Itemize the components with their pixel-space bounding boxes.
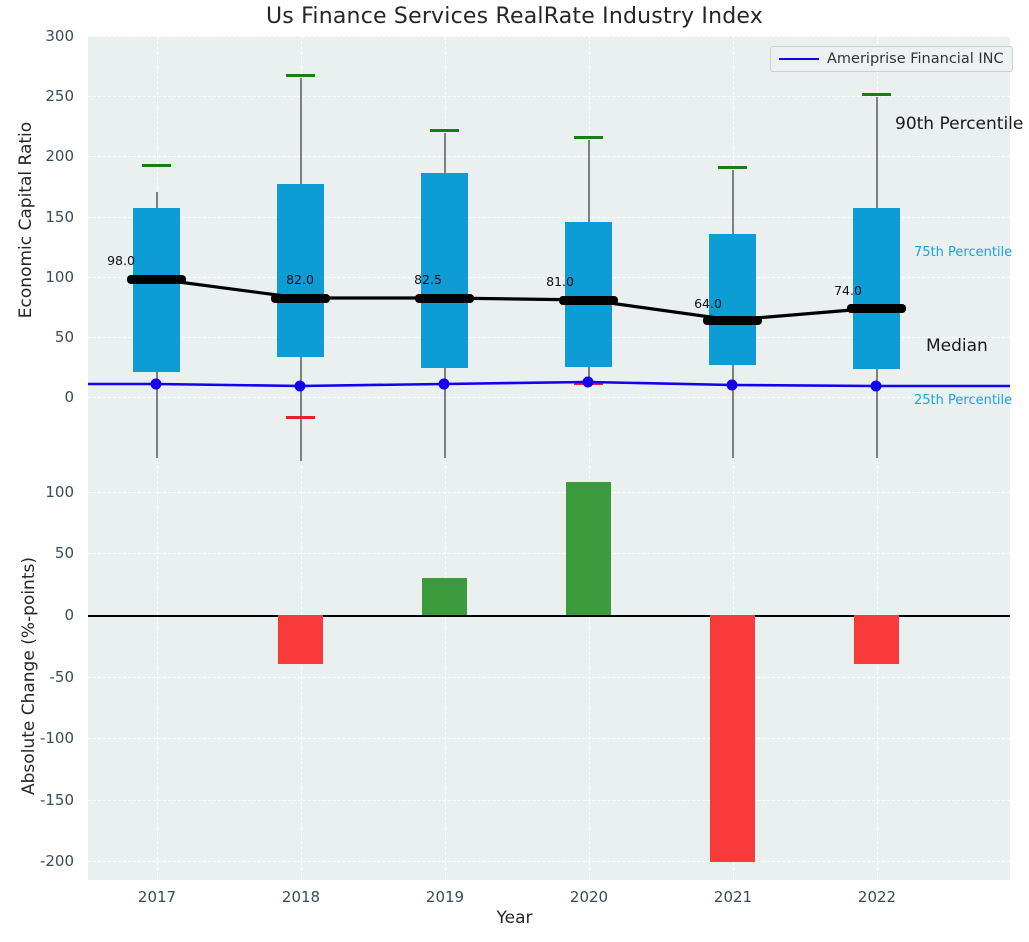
annotation-90th-percentile: 90th Percentile bbox=[895, 114, 1024, 134]
legend-line-swatch bbox=[779, 58, 819, 60]
median-label-2018: 82.0 bbox=[286, 272, 314, 287]
bar-2018 bbox=[278, 615, 323, 665]
xtick-2017: 2017 bbox=[137, 888, 177, 906]
gridline-150 bbox=[88, 216, 1010, 218]
p90-cap-2022 bbox=[862, 93, 891, 96]
y-axis-label-bottom: Absolute Change (%-points) bbox=[19, 557, 39, 795]
xtick-2020: 2020 bbox=[569, 888, 609, 906]
p90-cap-2021 bbox=[718, 166, 747, 169]
vgridline-b-2022 bbox=[877, 461, 878, 880]
xtick-2021: 2021 bbox=[713, 888, 753, 906]
bar-2019 bbox=[422, 578, 467, 615]
economic-capital-ratio-panel: 98.0 82.0 82.5 81.0 64.0 74.0 90th Perce… bbox=[88, 36, 1023, 462]
median-bar-2018 bbox=[271, 293, 330, 303]
ytick-bottom-100: 100 bbox=[45, 482, 74, 501]
ytick-bottom-50: 50 bbox=[54, 544, 74, 563]
ytick-top-0: 0 bbox=[64, 388, 74, 406]
xtick-2019: 2019 bbox=[425, 888, 465, 906]
xtick-2018: 2018 bbox=[281, 888, 321, 906]
vgridline-b-2019 bbox=[445, 461, 446, 880]
bar-2020 bbox=[566, 482, 611, 615]
company-point-2019 bbox=[438, 378, 450, 390]
median-label-2017: 98.0 bbox=[107, 253, 135, 268]
median-bar-2022 bbox=[847, 303, 906, 313]
median-label-2021: 64.0 bbox=[694, 296, 722, 311]
median-label-2020: 81.0 bbox=[546, 274, 574, 289]
gridline-100 bbox=[88, 276, 1010, 278]
absolute-change-panel bbox=[88, 461, 1010, 880]
ytick-top-50: 50 bbox=[54, 327, 74, 346]
box-2019 bbox=[421, 173, 468, 368]
median-label-2022: 74.0 bbox=[834, 283, 862, 298]
gridline-b-neg200 bbox=[88, 861, 1010, 863]
company-point-2021 bbox=[726, 379, 738, 391]
legend-entry-ameriprise: Ameriprise Financial INC bbox=[827, 51, 1004, 67]
p90-cap-2020 bbox=[574, 136, 603, 139]
annotation-median: Median bbox=[926, 336, 988, 356]
company-point-2017 bbox=[150, 378, 162, 390]
p10-cap-2018 bbox=[286, 416, 315, 419]
bar-2021 bbox=[710, 615, 755, 862]
gridline-b-100 bbox=[88, 491, 1010, 493]
chart-title: Us Finance Services RealRate Industry In… bbox=[266, 4, 763, 29]
gridline-b-neg100 bbox=[88, 738, 1010, 740]
box-2017 bbox=[133, 208, 180, 372]
median-bar-2017 bbox=[127, 274, 186, 284]
vgridline-b-2017 bbox=[157, 461, 158, 880]
p90-cap-2019 bbox=[430, 129, 459, 132]
ytick-top-300: 300 bbox=[45, 27, 74, 45]
company-point-2020 bbox=[582, 376, 594, 388]
y-axis-label-top: Economic Capital Ratio bbox=[16, 121, 36, 319]
zero-baseline bbox=[88, 615, 1010, 617]
ytick-bottom-neg100: -100 bbox=[39, 729, 74, 748]
gridline-250 bbox=[88, 96, 1010, 98]
x-axis-label: Year bbox=[496, 908, 533, 928]
gridline-200 bbox=[88, 156, 1010, 158]
ytick-top-200: 200 bbox=[45, 147, 74, 166]
gridline-300 bbox=[88, 36, 1010, 37]
box-2018 bbox=[277, 184, 324, 357]
ytick-bottom-0: 0 bbox=[64, 606, 74, 624]
legend[interactable]: Ameriprise Financial INC bbox=[770, 46, 1013, 72]
ytick-bottom-neg150: -150 bbox=[39, 790, 74, 809]
ytick-bottom-neg200: -200 bbox=[39, 852, 74, 871]
vgridline-b-2020 bbox=[589, 461, 590, 880]
company-point-2018 bbox=[294, 380, 306, 392]
box-2020 bbox=[565, 222, 612, 367]
xtick-2022: 2022 bbox=[857, 888, 897, 906]
gridline-b-neg50 bbox=[88, 676, 1010, 678]
median-bar-2020 bbox=[559, 295, 618, 305]
gridline-0 bbox=[88, 397, 1010, 398]
gridline-b-50 bbox=[88, 553, 1010, 555]
gridline-b-neg150 bbox=[88, 799, 1010, 801]
median-bar-2019 bbox=[415, 293, 474, 303]
ytick-top-150: 150 bbox=[45, 207, 74, 226]
p90-cap-2017 bbox=[142, 164, 171, 167]
company-point-2022 bbox=[870, 380, 882, 392]
median-label-2019: 82.5 bbox=[414, 272, 442, 287]
vgridline-b-2018 bbox=[301, 461, 302, 880]
gridline-50 bbox=[88, 336, 1010, 338]
ytick-bottom-neg50: -50 bbox=[49, 667, 75, 686]
annotation-25th-percentile: 25th Percentile bbox=[914, 393, 1013, 408]
median-bar-2021 bbox=[703, 315, 762, 325]
annotation-75th-percentile: 75th Percentile bbox=[914, 245, 1013, 260]
ytick-top-250: 250 bbox=[45, 87, 74, 106]
p90-cap-2018 bbox=[286, 74, 315, 77]
ytick-top-100: 100 bbox=[45, 267, 74, 286]
bar-2022 bbox=[854, 615, 899, 665]
